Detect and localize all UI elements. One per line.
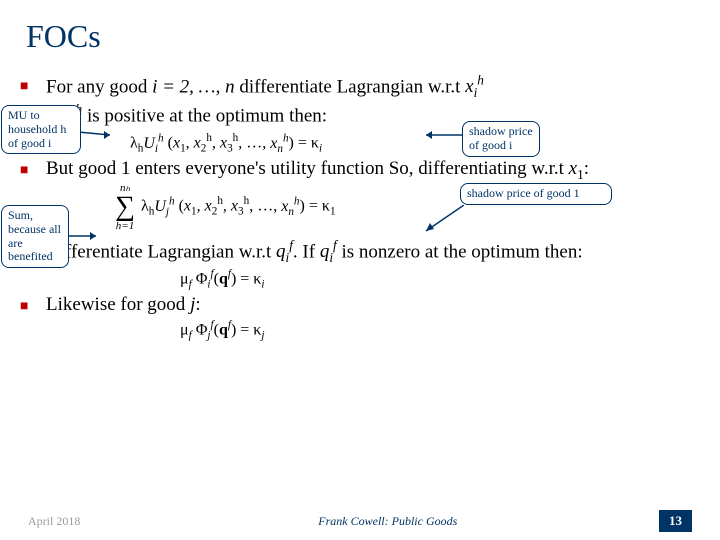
b2-var: x: [569, 158, 577, 179]
footer-author: Frank Cowell:: [318, 514, 391, 528]
footer-date: April 2018: [28, 514, 80, 529]
footer-attribution: Frank Cowell: Public Goods: [318, 514, 457, 529]
arrow-right2: [420, 205, 464, 235]
bullet-1: ■ For any good i = 2, …, n differentiate…: [20, 73, 700, 130]
bullet-4: ■ Likewise for good j:: [20, 293, 700, 317]
sum-bottom: h=1: [116, 220, 134, 232]
sigma: ∑: [115, 194, 135, 219]
callout-shadow-i: shadow price of good i: [462, 121, 540, 157]
arrow-left2: [66, 230, 104, 242]
equation-3: μf Φif(qf) = κi: [180, 268, 700, 291]
callout-mu: MU to household h of good i: [1, 105, 81, 154]
bullet-marker: ■: [20, 79, 30, 95]
bullet-3-text: Differentiate Lagrangian w.r.t qif. If q…: [46, 238, 700, 267]
b4-s: :: [195, 294, 200, 315]
b3-v1: qif: [276, 241, 293, 262]
bullet-1-text: For any good i = 2, …, n differentiate L…: [46, 73, 700, 130]
slide-title: FOCs: [0, 0, 720, 55]
b4-p: Likewise for good: [46, 294, 190, 315]
bullet-4-text: Likewise for good j:: [46, 293, 700, 317]
sum-block: nₕ ∑ h=1 λhUjh (x1, x2h, x3h, …, xnh) = …: [115, 181, 700, 231]
bullet-2: ■ But good 1 enters everyone's utility f…: [20, 157, 700, 183]
equation-4: μf Φjf(qf) = κj: [180, 319, 700, 342]
b2-l1: But good 1 enters everyone's utility fun…: [46, 158, 569, 179]
b3-p: Differentiate Lagrangian w.r.t: [46, 241, 276, 262]
equation-1: λhUih (x1, x2h, x3h, …, xnh) = κi: [130, 132, 700, 155]
page-number-badge: 13: [659, 510, 692, 532]
b3-v2: qif: [320, 241, 337, 262]
callout-sum: Sum, because all are benefited: [1, 205, 69, 268]
b1-l2s: is positive at the optimum then:: [82, 105, 327, 126]
b3-m: . If: [293, 241, 320, 262]
bullet-marker: ■: [20, 299, 30, 315]
b1-mid: differentiate Lagrangian w.r.t: [235, 76, 466, 97]
sum-expression: λhUjh (x1, x2h, x3h, …, xnh) = κ1: [141, 195, 336, 218]
footer-topic: Public Goods: [392, 514, 458, 528]
b1-prefix: For any good: [46, 76, 152, 97]
arrow-right1: [418, 130, 466, 140]
callout-shadow-1: shadow price of good 1: [460, 183, 612, 205]
b3-s: is nonzero at the optimum then:: [337, 241, 583, 262]
bullet-marker: ■: [20, 163, 30, 179]
footer: April 2018 Frank Cowell: Public Goods 13: [0, 510, 720, 532]
bullet-3: ■ Differentiate Lagrangian w.r.t qif. If…: [20, 238, 700, 267]
arrow-left1: [78, 125, 118, 139]
b1-ieq: i = 2, …, n: [152, 76, 235, 97]
content-area: MU to household h of good i shadow price…: [0, 55, 720, 341]
bullet-2-text: But good 1 enters everyone's utility fun…: [46, 157, 700, 183]
b1-var: xih: [465, 76, 484, 97]
b2-suf: :: [584, 158, 589, 179]
sigma-symbol: nₕ ∑ h=1: [115, 181, 135, 231]
